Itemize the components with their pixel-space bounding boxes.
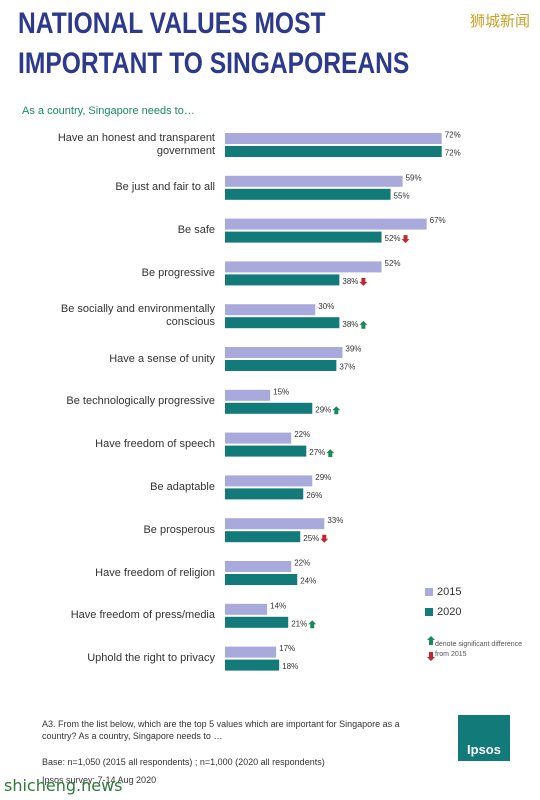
- category-label: Uphold the right to privacy: [87, 652, 215, 665]
- bar: [225, 659, 280, 671]
- value-label: 55%: [394, 191, 410, 200]
- bar: [225, 616, 289, 628]
- value-label: 59%: [406, 173, 422, 182]
- significance-arrow: [320, 534, 329, 543]
- bar: [225, 133, 442, 144]
- value-label: 25%: [303, 534, 319, 543]
- category-label: Have an honest and transparent governmen…: [57, 132, 215, 157]
- significance-arrow: [401, 235, 410, 244]
- bar: [225, 488, 304, 500]
- bar: [225, 146, 442, 157]
- value-label: 39%: [345, 345, 361, 354]
- bar: [225, 389, 271, 401]
- category-label: Have freedom of religion: [95, 566, 215, 579]
- significance-arrow: [332, 406, 341, 415]
- bar: [225, 518, 325, 530]
- value-label: 18%: [282, 662, 298, 671]
- bar: [225, 574, 298, 585]
- title: NATIONAL VALUES MOST IMPORTANT TO SINGAP…: [18, 7, 410, 80]
- bar: [225, 304, 316, 316]
- value-label: 14%: [270, 601, 286, 610]
- footnote: Base: n=1,050 (2015 all respondents) ; n…: [42, 757, 325, 767]
- bar: [225, 218, 427, 230]
- value-label: 52%: [385, 259, 401, 268]
- footnote: Ipsos survey: 7-14 Aug 2020: [42, 775, 157, 785]
- bar: [225, 475, 313, 487]
- value-label: 37%: [339, 363, 355, 372]
- significance-arrow: [308, 620, 317, 629]
- bar: [225, 347, 343, 358]
- bar: [225, 646, 277, 658]
- value-label: 72%: [445, 131, 461, 140]
- value-label: 29%: [315, 405, 331, 414]
- significance-arrow: [326, 449, 335, 458]
- value-label: 52%: [385, 234, 401, 243]
- bar: [225, 402, 313, 414]
- bar: [225, 432, 292, 444]
- value-label: 38%: [342, 277, 358, 286]
- bar: [225, 317, 340, 329]
- category-label: Have freedom of press/media: [70, 609, 215, 622]
- bar: [225, 603, 268, 615]
- bar: [225, 360, 337, 371]
- category-label: Be adaptable: [150, 480, 215, 493]
- value-label: 21%: [291, 619, 307, 628]
- significance-note: denote significant difference from 2015: [435, 641, 523, 658]
- subtitle: As a country, Singapore needs to…: [22, 105, 195, 117]
- category-label: Be prosperous: [143, 523, 215, 536]
- legend-swatch: [425, 588, 433, 596]
- value-label: 22%: [294, 430, 310, 439]
- value-label: 24%: [300, 577, 316, 586]
- value-label: 67%: [430, 216, 446, 225]
- value-label: 27%: [309, 448, 325, 457]
- value-label: 17%: [279, 644, 295, 653]
- value-label: 72%: [445, 149, 461, 158]
- bar: [225, 274, 340, 286]
- bar: [225, 561, 292, 572]
- category-label: Have freedom of speech: [95, 438, 215, 451]
- logo: Ipsos: [458, 715, 510, 761]
- significance-arrow: [359, 320, 368, 329]
- value-label: 15%: [273, 387, 289, 396]
- watermark: 狮城新闻: [469, 12, 530, 30]
- category-label: Be progressive: [141, 266, 215, 279]
- bar: [225, 261, 382, 273]
- value-label: 22%: [294, 559, 310, 568]
- value-label: 38%: [342, 320, 358, 329]
- value-label: 33%: [327, 516, 343, 525]
- legend-label: 2015: [437, 586, 461, 598]
- bar: [225, 231, 382, 243]
- legend-swatch: [425, 608, 433, 616]
- watermark: shicheng.news: [4, 776, 123, 795]
- category-label: Have a sense of unity: [109, 352, 215, 365]
- value-label: 30%: [318, 302, 334, 311]
- up-arrow-key: [427, 636, 435, 645]
- value-label: 29%: [315, 473, 331, 482]
- bar: [225, 445, 307, 457]
- category-label: Be just and fair to all: [115, 181, 215, 194]
- legend-label: 2020: [437, 606, 461, 618]
- bar: [225, 188, 391, 200]
- footnote: A3. From the list below, which are the t…: [42, 719, 400, 741]
- value-label: 26%: [306, 491, 322, 500]
- bar: [225, 531, 301, 543]
- category-label: Be safe: [177, 224, 215, 237]
- down-arrow-key: [427, 652, 435, 661]
- bar: [225, 175, 403, 187]
- category-label: Be technologically progressive: [66, 395, 215, 408]
- significance-arrow: [359, 277, 368, 286]
- category-label: Be socially and environmentally consciou…: [60, 303, 215, 329]
